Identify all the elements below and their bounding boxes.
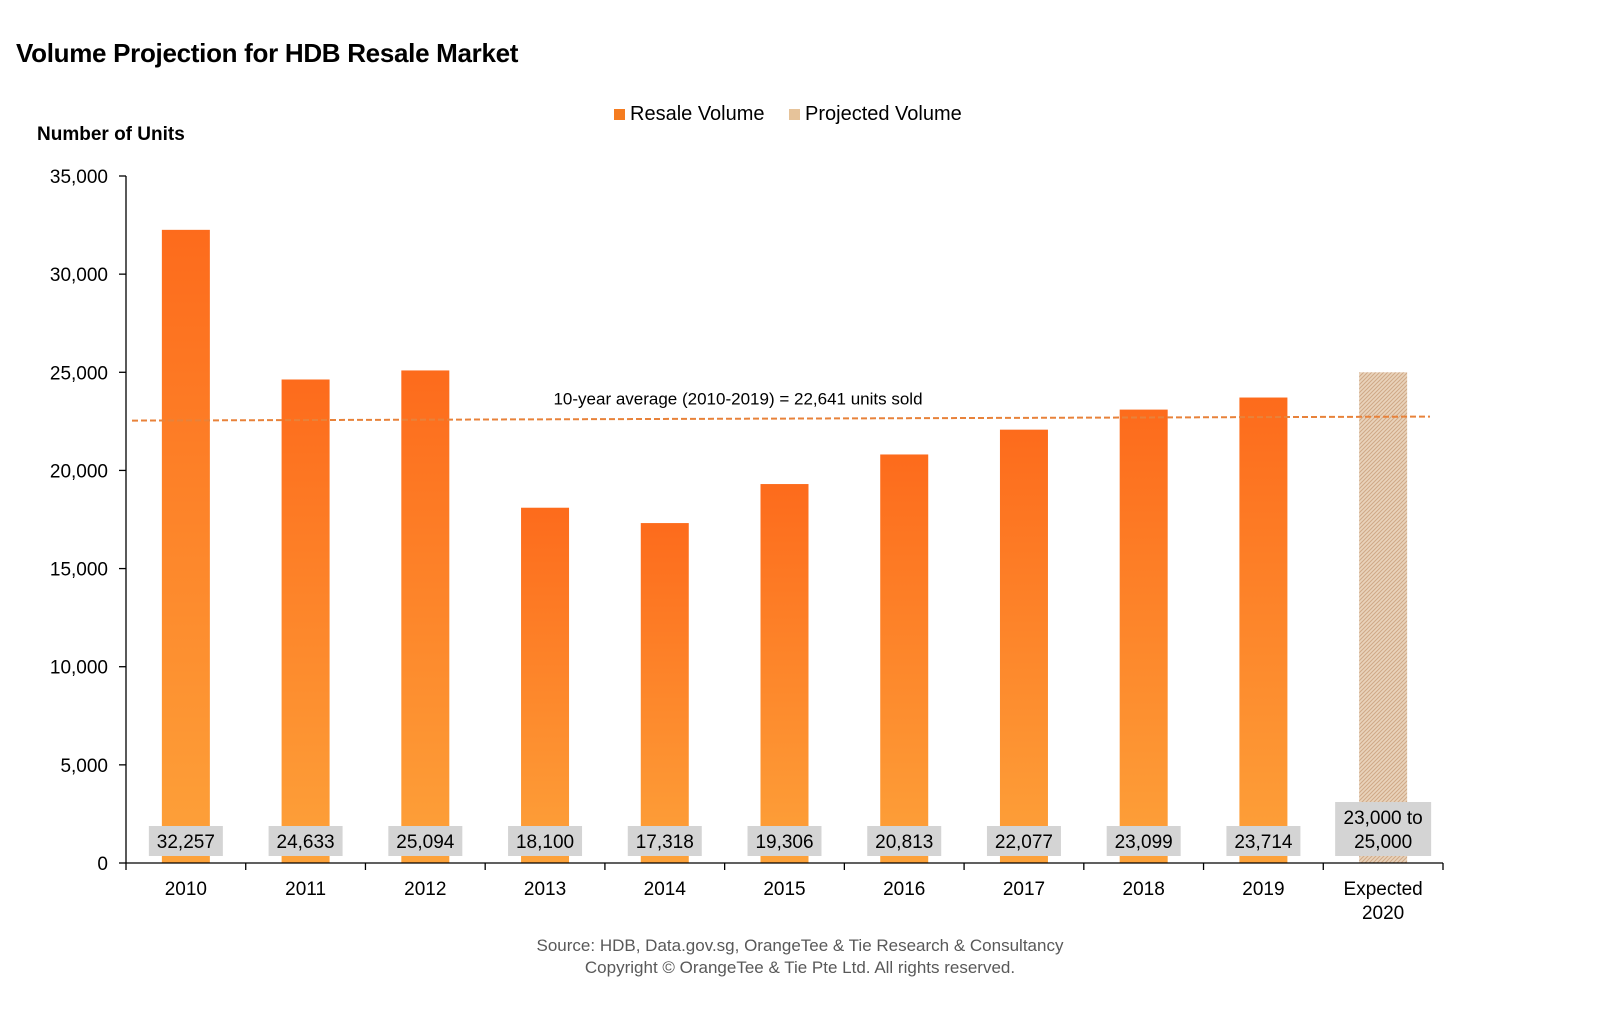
data-label: 18,100 — [516, 832, 574, 853]
legend-item-projected: Projected Volume — [789, 103, 962, 126]
data-label: 23,714 — [1234, 832, 1293, 853]
data-label-box — [508, 826, 583, 856]
bar-resale-2019 — [1239, 397, 1288, 863]
legend-item-resale: Resale Volume — [614, 103, 765, 126]
legend-swatch-resale — [614, 109, 625, 120]
data-label: 25,094 — [396, 832, 455, 853]
y-tick-label: 5,000 — [60, 756, 108, 777]
average-line — [131, 415, 1431, 422]
copyright-note: Copyright © OrangeTee & Tie Pte Ltd. All… — [584, 958, 1016, 977]
x-tick-label: 2016 — [883, 879, 925, 900]
bar-resale-2014 — [640, 523, 689, 863]
x-tick-label: Expected — [1344, 879, 1423, 900]
y-tick-label: 25,000 — [50, 363, 108, 384]
data-label-projected-line1: 23,000 to — [1344, 808, 1423, 829]
x-tick-label: 2020 — [1362, 903, 1404, 924]
data-label-box — [747, 826, 822, 856]
y-tick-label: 30,000 — [50, 265, 108, 286]
x-tick-label: 2019 — [1242, 879, 1284, 900]
bar-resale-2017 — [999, 429, 1048, 863]
x-tick-label: 2010 — [165, 879, 207, 900]
y-tick-label: 0 — [97, 854, 108, 875]
y-tick-label: 20,000 — [50, 461, 108, 482]
bar-projected-expected-2020 — [1359, 372, 1408, 863]
data-label: 19,306 — [755, 832, 813, 853]
data-label: 24,633 — [277, 832, 335, 853]
y-axis-label: Number of Units — [37, 124, 185, 145]
y-tick-label: 15,000 — [50, 560, 108, 581]
data-label: 17,318 — [636, 832, 694, 853]
bar-resale-2010 — [161, 229, 210, 863]
y-tick-label: 10,000 — [50, 658, 108, 679]
data-label-box — [986, 826, 1061, 856]
data-label-box — [627, 826, 702, 856]
chart-title: Volume Projection for HDB Resale Market — [16, 38, 519, 68]
bar-resale-2011 — [281, 379, 330, 863]
bar-resale-2012 — [401, 370, 450, 863]
data-label-box — [867, 826, 942, 856]
x-tick-label: 2014 — [644, 879, 687, 900]
x-tick-label: 2011 — [285, 879, 326, 900]
data-label-box — [388, 826, 463, 856]
x-tick-label: 2017 — [1003, 879, 1045, 900]
bar-resale-2016 — [880, 454, 929, 863]
x-tick-label: 2013 — [524, 879, 566, 900]
legend-swatch-projected — [789, 109, 800, 120]
data-label-box — [268, 826, 343, 856]
average-line-label: 10-year average (2010-2019) = 22,641 uni… — [553, 390, 922, 409]
bar-resale-2013 — [521, 507, 570, 863]
source-note: Source: HDB, Data.gov.sg, OrangeTee & Ti… — [536, 936, 1064, 955]
legend-label-resale: Resale Volume — [630, 103, 765, 125]
data-label-box — [148, 826, 223, 856]
bar-resale-2015 — [760, 484, 809, 863]
data-label-box-projected — [1335, 802, 1432, 856]
x-tick-label: 2018 — [1123, 879, 1165, 900]
x-tick-label: 2012 — [404, 879, 446, 900]
y-tick-label: 35,000 — [50, 167, 108, 188]
data-label: 23,099 — [1115, 832, 1173, 853]
data-label-box — [1106, 826, 1181, 856]
data-label-projected-line2: 25,000 — [1354, 832, 1412, 853]
legend-label-projected: Projected Volume — [805, 103, 962, 125]
x-tick-label: 2015 — [763, 879, 805, 900]
bar-resale-2018 — [1119, 409, 1168, 863]
data-label: 22,077 — [995, 832, 1053, 853]
data-label-box — [1226, 826, 1301, 856]
data-label: 20,813 — [875, 832, 933, 853]
legend: Resale Volume Projected Volume — [0, 103, 1600, 129]
data-label: 32,257 — [157, 832, 215, 853]
